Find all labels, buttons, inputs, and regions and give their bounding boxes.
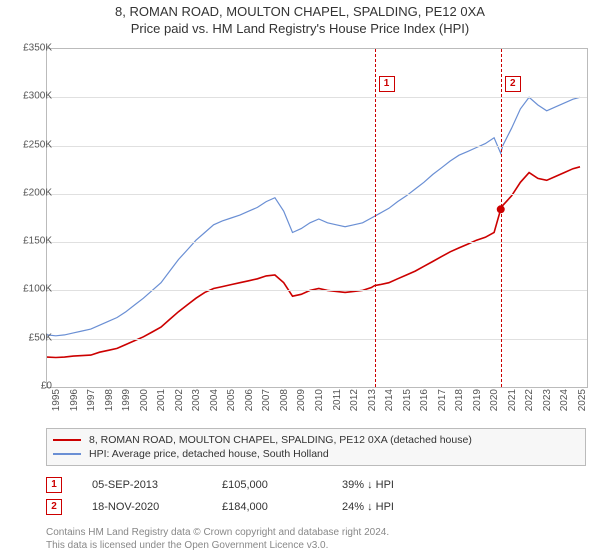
x-axis-label: 2007 [261,389,272,411]
x-axis-label: 2016 [419,389,430,411]
gridline [47,290,587,291]
x-axis-label: 2006 [244,389,255,411]
legend-item: 8, ROMAN ROAD, MOULTON CHAPEL, SPALDING,… [53,433,579,447]
chart-title-2: Price paid vs. HM Land Registry's House … [0,21,600,36]
x-axis-label: 2019 [472,389,483,411]
x-axis-label: 2025 [577,389,588,411]
x-axis-label: 2008 [279,389,290,411]
x-axis-label: 2018 [454,389,465,411]
event-price: £184,000 [222,501,342,513]
x-axis-label: 2002 [174,389,185,411]
x-axis-label: 2004 [209,389,220,411]
chart-plot-area: 1995199619971998199920002001200220032004… [46,48,588,388]
x-axis-label: 2013 [367,389,378,411]
footnote: Contains HM Land Registry data © Crown c… [46,526,586,552]
x-axis-label: 2014 [384,389,395,411]
x-axis-label: 2009 [296,389,307,411]
y-axis-label: £300K [10,91,52,102]
y-axis-label: £100K [10,284,52,295]
x-axis-label: 1997 [86,389,97,411]
event-marker-icon: 2 [46,499,62,515]
x-axis-label: 2003 [191,389,202,411]
y-axis-label: £250K [10,139,52,150]
event-date: 18-NOV-2020 [92,501,222,513]
y-axis-label: £350K [10,43,52,54]
event-marker-line [501,49,502,387]
gridline [47,97,587,98]
y-axis-label: £50K [10,332,52,343]
x-axis-label: 2012 [349,389,360,411]
event-marker-box: 1 [379,76,395,92]
x-axis-label: 1995 [51,389,62,411]
y-axis-label: £0 [10,381,52,392]
event-marker-box: 2 [505,76,521,92]
x-axis-label: 2023 [542,389,553,411]
x-axis-label: 2005 [226,389,237,411]
legend-swatch [53,439,81,441]
event-row: 1 05-SEP-2013£105,00039% ↓ HPI [46,474,586,496]
x-axis-label: 2010 [314,389,325,411]
legend-box: 8, ROMAN ROAD, MOULTON CHAPEL, SPALDING,… [46,428,586,466]
x-axis-label: 2022 [524,389,535,411]
x-axis-label: 2001 [156,389,167,411]
x-axis-label: 2011 [332,389,343,411]
legend-label: 8, ROMAN ROAD, MOULTON CHAPEL, SPALDING,… [89,434,472,446]
event-delta: 24% ↓ HPI [342,501,462,513]
x-axis-label: 1998 [104,389,115,411]
event-date: 05-SEP-2013 [92,479,222,491]
gridline [47,339,587,340]
gridline [47,146,587,147]
y-axis-label: £200K [10,187,52,198]
x-axis-label: 2015 [402,389,413,411]
footnote-line-1: Contains HM Land Registry data © Crown c… [46,526,586,539]
gridline [47,194,587,195]
x-axis-label: 2021 [507,389,518,411]
legend-item: HPI: Average price, detached house, Sout… [53,447,579,461]
event-price: £105,000 [222,479,342,491]
events-table: 1 05-SEP-2013£105,00039% ↓ HPI 2 18-NOV-202… [46,474,586,518]
gridline [47,242,587,243]
x-axis-label: 2020 [489,389,500,411]
chart-title-1: 8, ROMAN ROAD, MOULTON CHAPEL, SPALDING,… [0,4,600,19]
x-axis-label: 2024 [559,389,570,411]
x-axis-label: 2017 [437,389,448,411]
legend-swatch [53,453,81,455]
x-axis-label: 1996 [69,389,80,411]
event-delta: 39% ↓ HPI [342,479,462,491]
event-row: 2 18-NOV-2020£184,00024% ↓ HPI [46,496,586,518]
x-axis-label: 1999 [121,389,132,411]
x-axis-label: 2000 [139,389,150,411]
footnote-line-2: This data is licensed under the Open Gov… [46,539,586,552]
chart-svg [47,49,587,387]
y-axis-label: £150K [10,236,52,247]
legend-label: HPI: Average price, detached house, Sout… [89,448,329,460]
event-marker-icon: 1 [46,477,62,493]
event-marker-line [375,49,376,387]
